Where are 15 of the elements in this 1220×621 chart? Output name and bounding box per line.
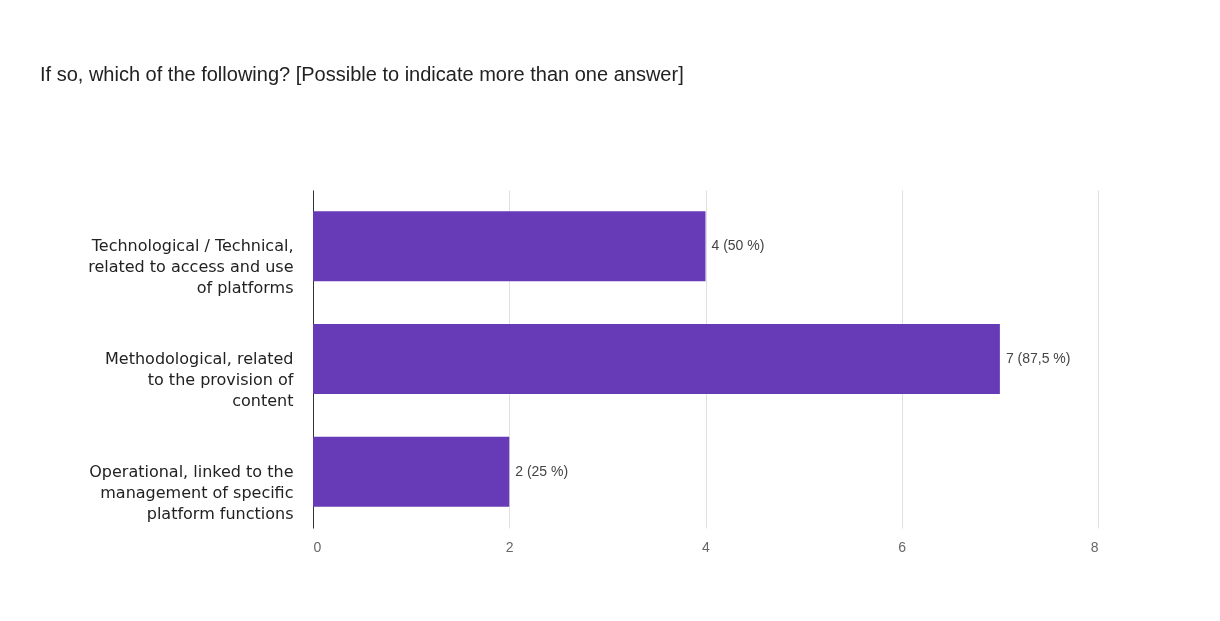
bar: [313, 436, 510, 507]
data-label: 7 (87,5 %): [1005, 350, 1071, 366]
y-tick-label: Technological / Technical, related to access and use of platforms: [88, 236, 294, 298]
x-tick-label: 6: [898, 538, 907, 555]
x-tick-label: 0: [313, 538, 322, 555]
data-label: 2 (25 %): [515, 462, 569, 479]
x-tick-label: 2: [505, 538, 514, 555]
chart-title: If so, which of the following? [Possible to indicate more than one answer]: [40, 63, 684, 85]
x-tick-label: 4: [702, 538, 711, 555]
bar: [313, 211, 706, 282]
bar: [313, 324, 1000, 394]
y-tick-label: Operational, linked to the management of specific platform functions: [89, 461, 294, 523]
x-tick-label: 8: [1090, 538, 1099, 555]
data-label: 4 (50 %): [711, 237, 765, 254]
y-tick-label: Methodological, related to the provision of content: [105, 349, 294, 410]
